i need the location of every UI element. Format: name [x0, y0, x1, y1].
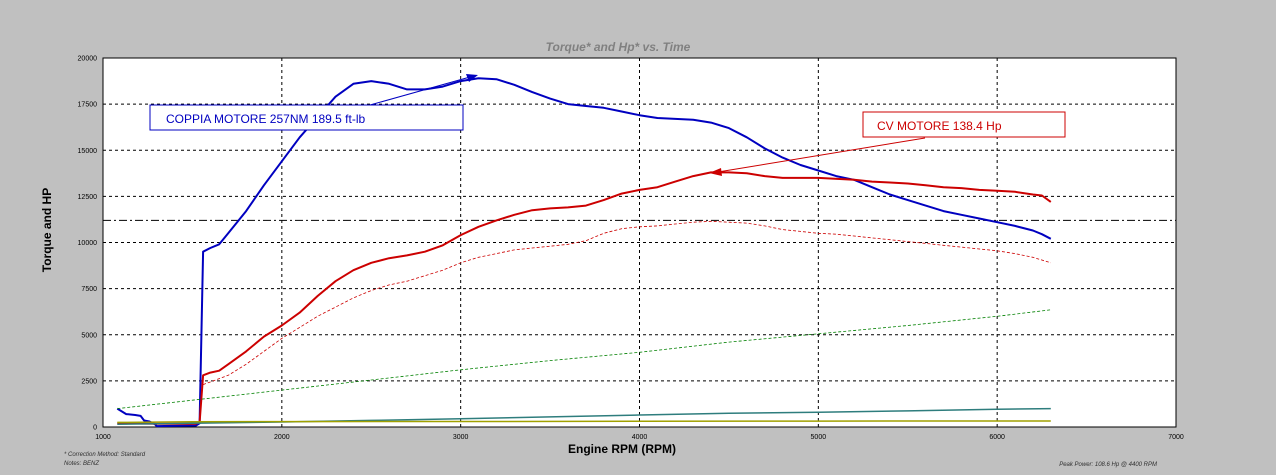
ticks: 1000 2000 3000 4000 5000 6000 7000 0 2500 5000 750… [78, 56, 1184, 442]
x-tick-label: 7000 [1168, 434, 1184, 441]
x-tick-label: 2000 [274, 434, 290, 441]
series-line-3 [117, 309, 1051, 409]
hp-annotation-text: CV MOTORE 138.4 Hp [877, 119, 1002, 133]
x-tick-label: 1000 [95, 434, 111, 441]
series-line-2 [202, 220, 1051, 385]
series-line-1 [117, 171, 1052, 425]
y-axis-label: Torque and HP [40, 188, 54, 272]
y-tick-label: 0 [93, 425, 97, 432]
y-tick-label: 2500 [81, 378, 97, 385]
torque-arrowhead [466, 74, 478, 82]
hp-arrowhead [709, 168, 722, 176]
y-tick-label: 12500 [78, 194, 98, 201]
x-tick-label: 4000 [632, 434, 648, 441]
series-line-0 [116, 77, 1052, 428]
torque-annotation-text: COPPIA MOTORE 257NM 189.5 ft-lb [166, 112, 366, 126]
chart-title: Torque* and Hp* vs. Time [546, 40, 691, 54]
torque-annotation-box [149, 104, 464, 131]
y-tick-label: 7500 [81, 286, 97, 293]
x-tick-label: 6000 [989, 434, 1005, 441]
footer-correction: * Correction Method: Standard [64, 452, 146, 458]
y-tick-label: 5000 [81, 332, 97, 339]
y-tick-label: 17500 [78, 102, 98, 109]
footer-notes: Notes: BENZ [64, 461, 99, 467]
hp-annotation-box [862, 111, 1066, 138]
series-group [116, 77, 1052, 428]
x-axis-label: Engine RPM (RPM) [568, 442, 676, 456]
x-tick-label: 5000 [811, 434, 827, 441]
hp-annotation-arrow [717, 137, 926, 173]
torque-annotation-arrow [369, 76, 471, 106]
series-line-5 [117, 420, 1051, 424]
x-tick-label: 3000 [453, 434, 469, 441]
y-tick-label: 10000 [78, 240, 98, 247]
footer-peak: Peak Power: 108.6 Hp @ 4400 RPM [1059, 462, 1157, 468]
y-tick-label: 20000 [78, 56, 98, 63]
y-tick-label: 15000 [78, 148, 98, 155]
